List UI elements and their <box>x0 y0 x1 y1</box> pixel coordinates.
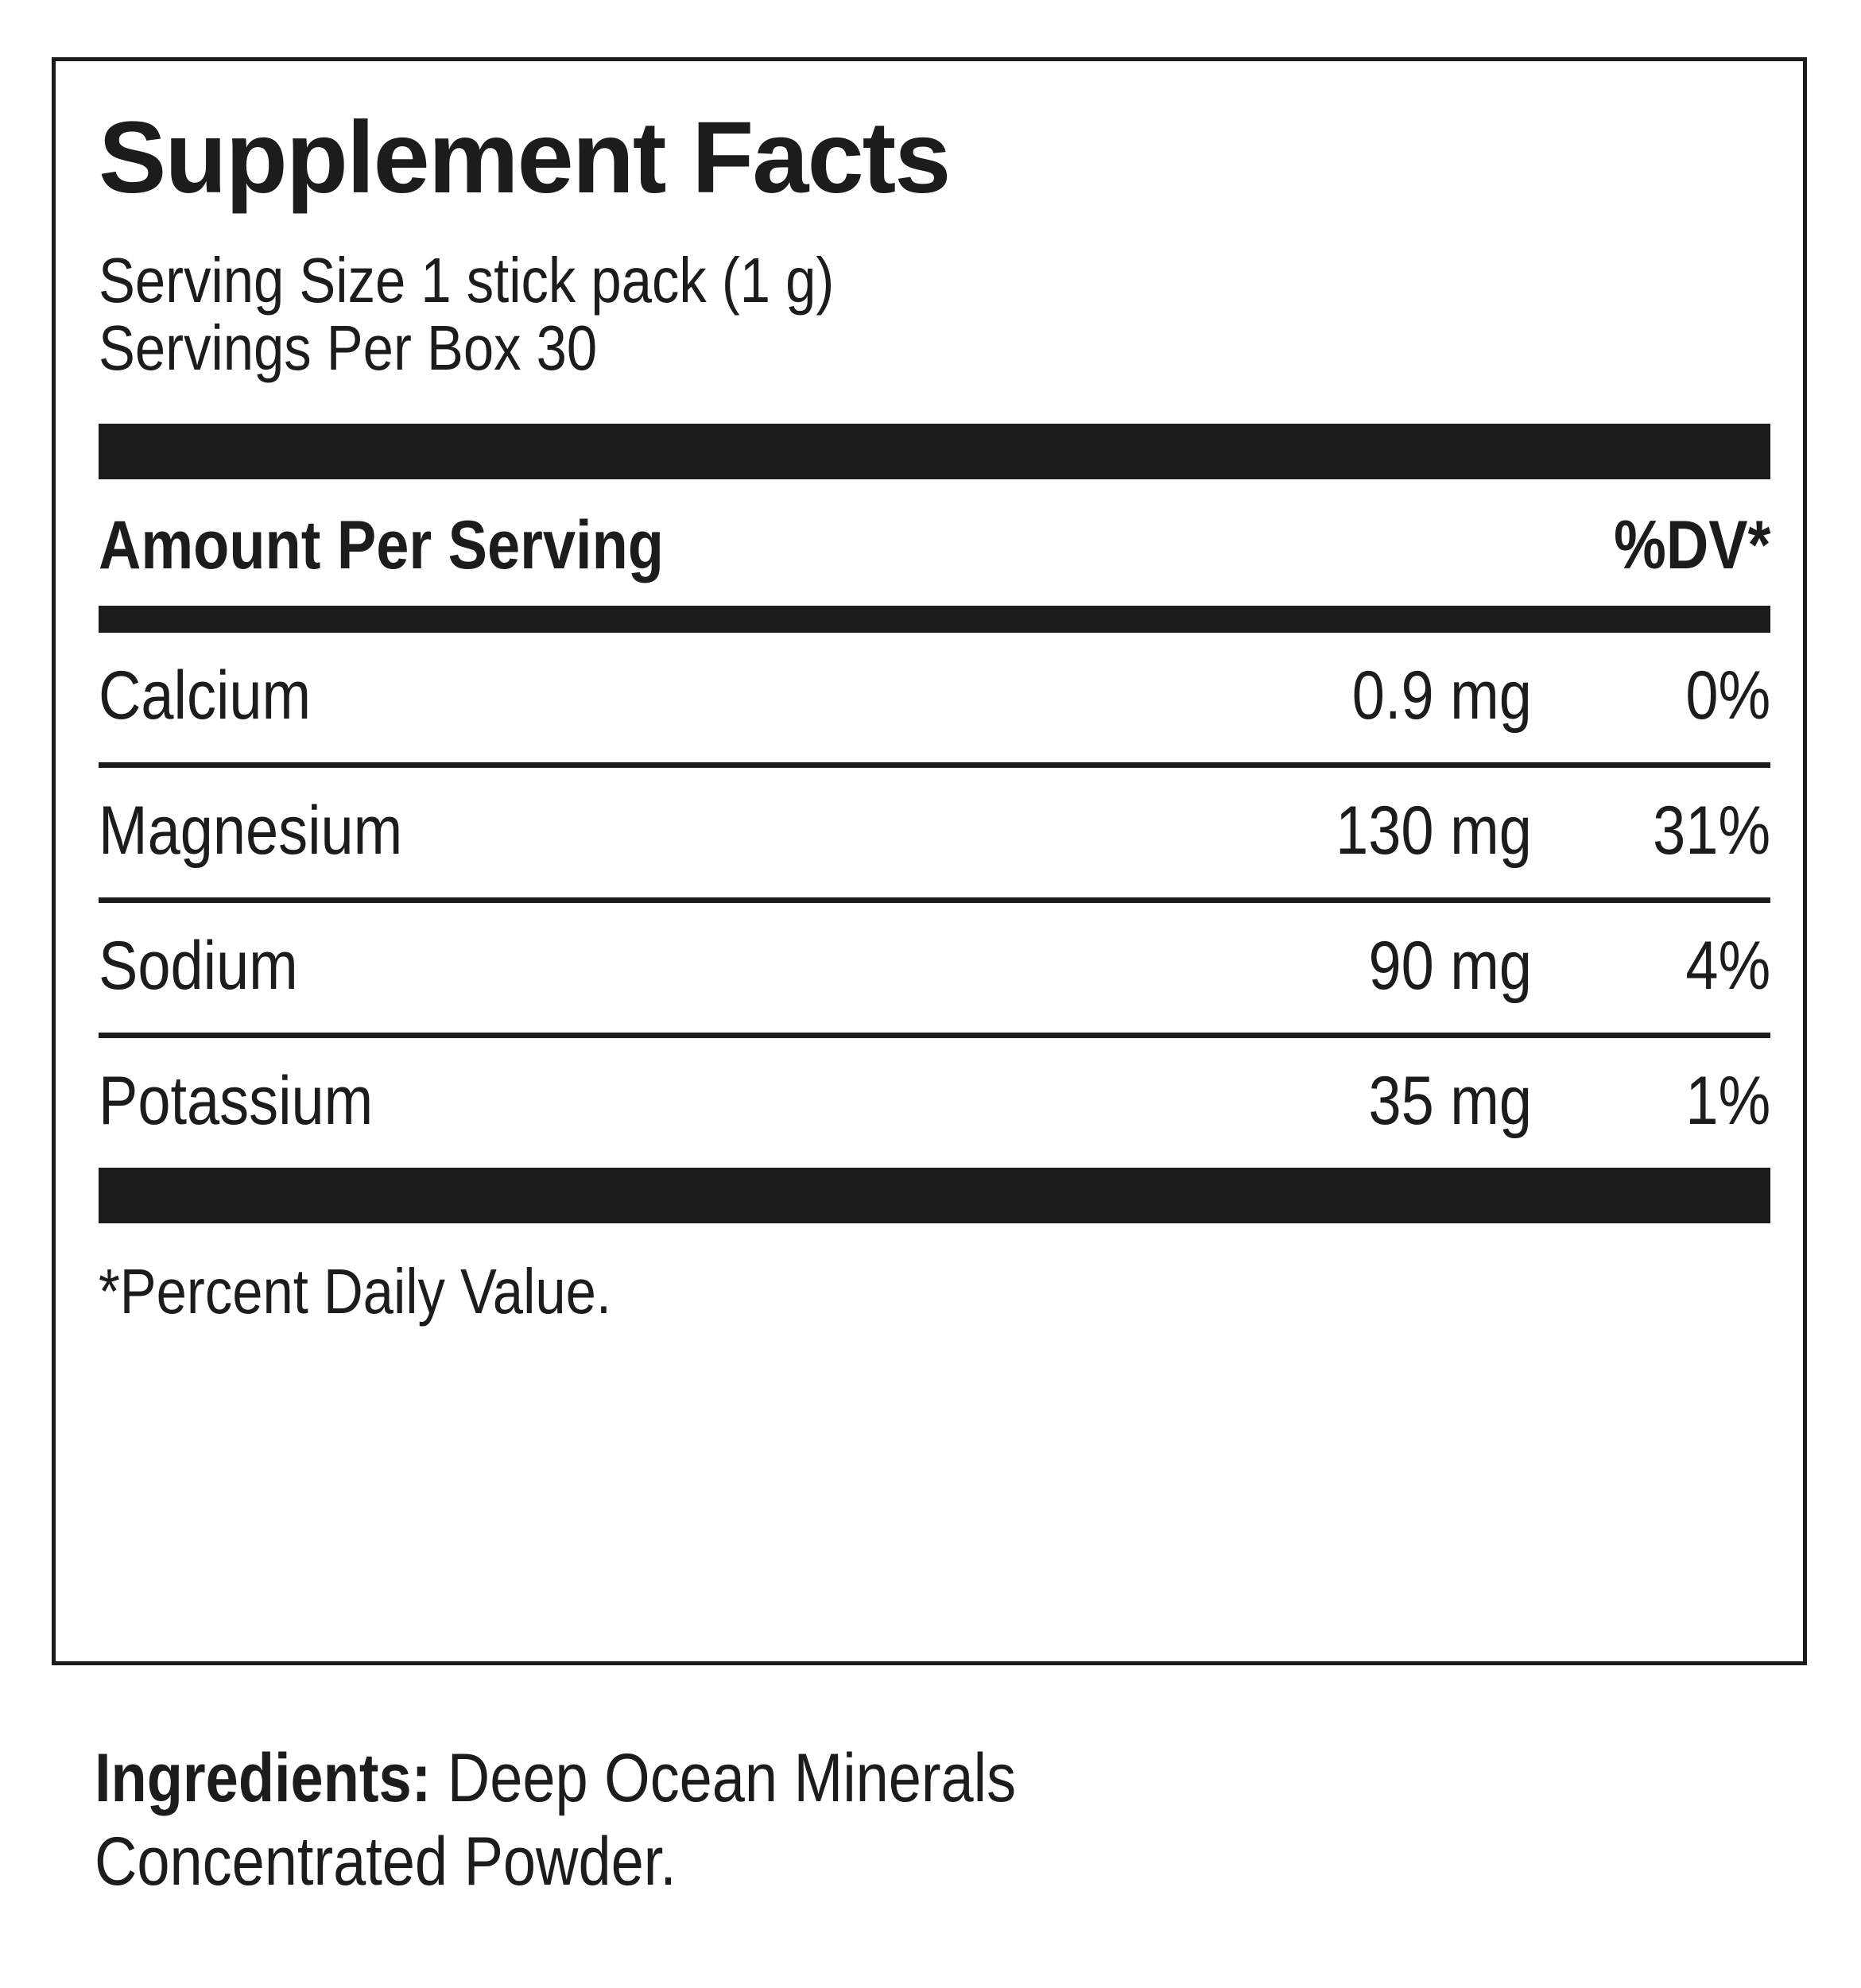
nutrient-dv-text: 31% <box>1652 792 1770 869</box>
nutrient-amount-text: 130 mg <box>1336 792 1532 869</box>
table-row: Calcium 0.9 mg 0% <box>99 633 1770 762</box>
nutrient-amount-text: 35 mg <box>1368 1062 1532 1139</box>
header-percent-dv: %DV* <box>1532 506 1770 585</box>
nutrient-amount: 35 mg <box>798 1062 1532 1141</box>
nutrient-name: Sodium <box>99 927 298 1004</box>
nutrient-name: Calcium <box>99 657 312 734</box>
nutrient-dv-text: 1% <box>1685 1062 1770 1139</box>
panel-inner: Supplement Facts Serving Size 1 stick pa… <box>99 61 1770 1328</box>
servings-per-container-line: Servings Per Box 30 <box>99 312 598 383</box>
table-row: Magnesium 130 mg 31% <box>99 768 1770 897</box>
rule-thick-bottom <box>99 1167 1770 1223</box>
nutrient-amount: 90 mg <box>798 927 1532 1006</box>
ingredients-label: Ingredients: <box>95 1740 432 1816</box>
nutrient-amount: 130 mg <box>798 792 1532 870</box>
rule-thin <box>99 897 1770 903</box>
nutrient-dv-text: 0% <box>1685 657 1770 734</box>
nutrient-dv: 0% <box>1532 657 1770 735</box>
nutrient-amount: 0.9 mg <box>798 657 1532 735</box>
rule-thin <box>99 1032 1770 1038</box>
table-row: Sodium 90 mg 4% <box>99 903 1770 1033</box>
serving-size-line: Serving Size 1 stick pack (1 g) <box>99 245 835 316</box>
rule-under-header <box>99 605 1770 633</box>
table-header-row: Amount Per Serving %DV* <box>99 479 1770 606</box>
ingredients-line-1: Ingredients: Deep Ocean Minerals <box>95 1737 1530 1820</box>
header-amount-per-serving: Amount Per Serving <box>99 506 664 583</box>
ingredients-section: Ingredients: Deep Ocean Minerals Concent… <box>95 1737 1764 1904</box>
nutrient-amount-text: 0.9 mg <box>1351 657 1532 734</box>
daily-value-footnote: *Percent Daily Value. <box>99 1255 611 1327</box>
rule-thin <box>99 761 1770 768</box>
page-title: Supplement Facts <box>99 101 951 215</box>
nutrient-dv: 1% <box>1532 1062 1770 1141</box>
nutrient-dv: 4% <box>1532 927 1770 1006</box>
nutrient-dv-text: 4% <box>1685 927 1770 1004</box>
nutrient-dv: 31% <box>1532 792 1770 870</box>
ingredients-text-line-1: Deep Ocean Minerals <box>431 1740 1017 1816</box>
serving-info: Serving Size 1 stick pack (1 g) Servings… <box>99 245 1770 383</box>
header-percent-dv-text: %DV* <box>1613 506 1770 583</box>
rule-thick-top <box>99 423 1770 479</box>
supplement-facts-panel: Supplement Facts Serving Size 1 stick pa… <box>52 57 1807 1665</box>
nutrient-amount-text: 90 mg <box>1368 927 1532 1004</box>
nutrient-name: Potassium <box>99 1062 374 1139</box>
table-row: Potassium 35 mg 1% <box>99 1038 1770 1168</box>
nutrient-name: Magnesium <box>99 792 403 869</box>
ingredients-line-2: Concentrated Powder. <box>95 1823 677 1900</box>
